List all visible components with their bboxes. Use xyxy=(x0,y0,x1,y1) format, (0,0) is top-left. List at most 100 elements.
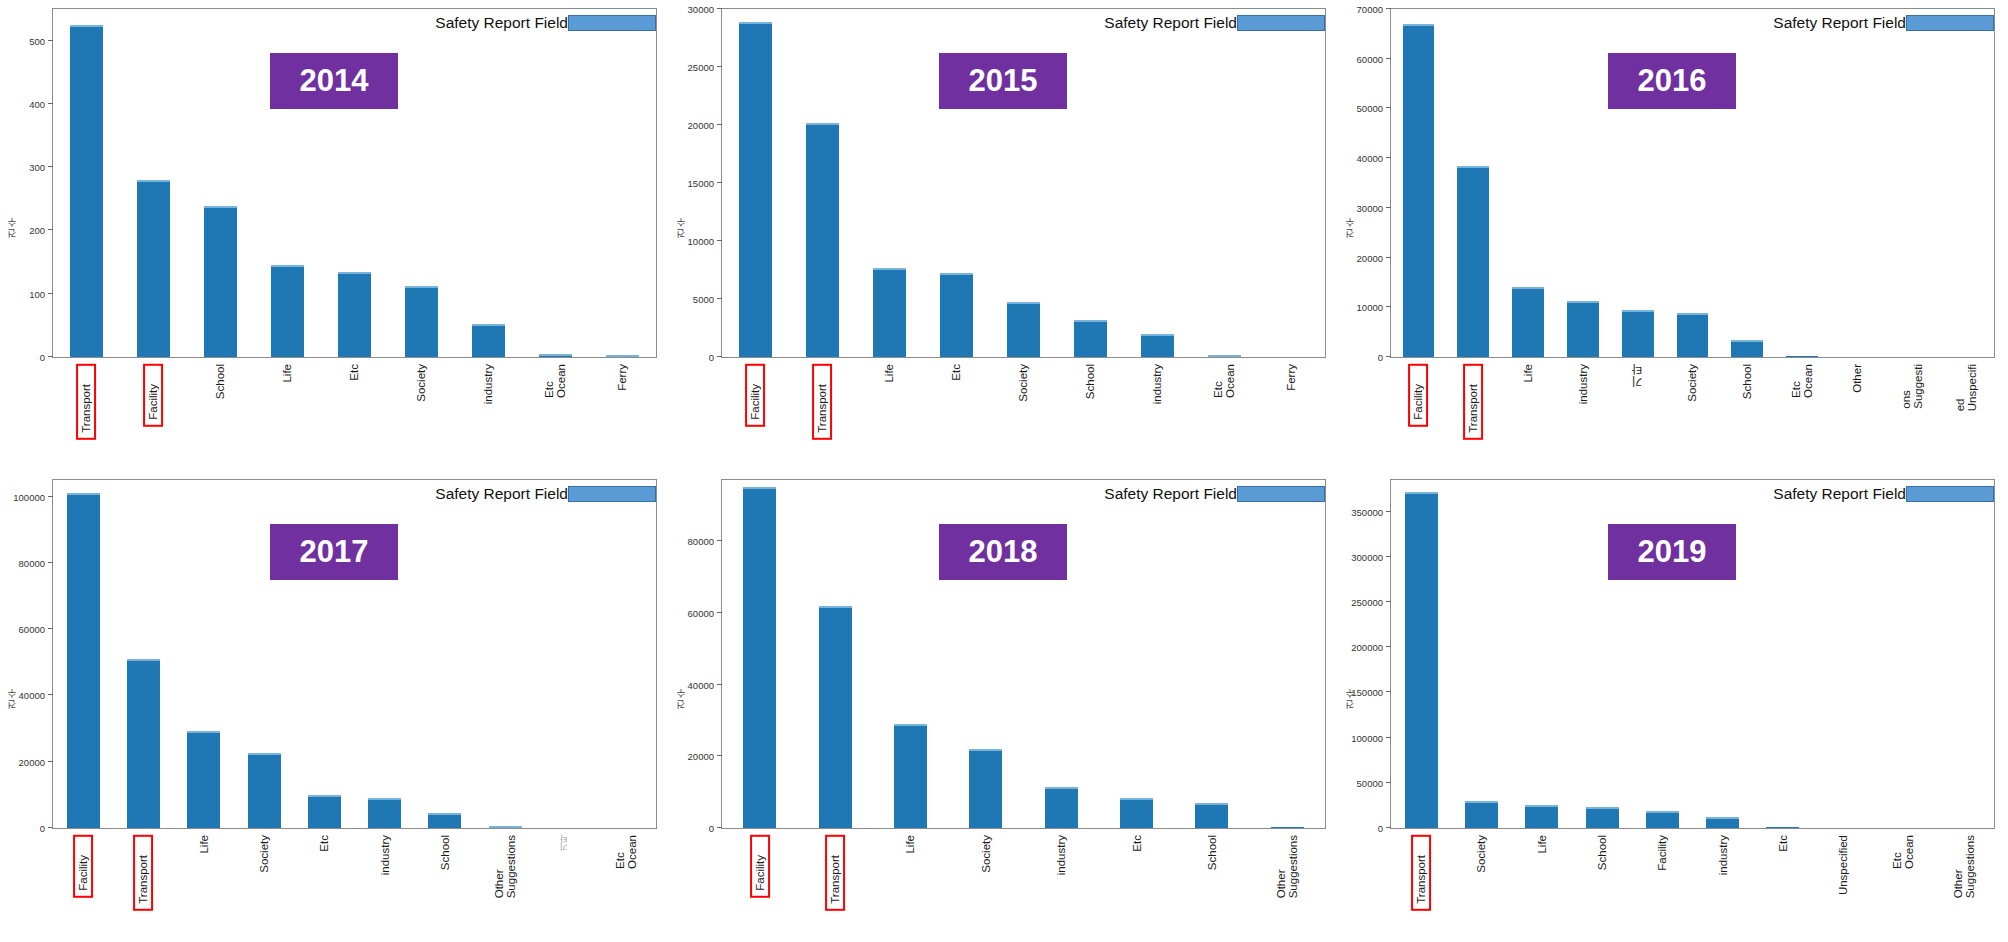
x-label-slot: Life xyxy=(174,831,234,854)
bar-slot xyxy=(1830,9,1885,357)
bar xyxy=(819,606,852,828)
y-axis-tick-label: 30000 xyxy=(1357,202,1383,213)
bar xyxy=(1007,302,1040,357)
x-axis-label: Ocean Etc xyxy=(1790,364,1814,398)
bar-slot xyxy=(535,480,595,828)
x-axis-labels: FacilityTransportLifeEtcSocietySchoolind… xyxy=(722,360,1325,468)
x-axis-label: School xyxy=(1596,835,1608,870)
bar xyxy=(743,487,776,828)
legend-label: Safety Report Field xyxy=(1773,14,1906,32)
x-axis-label: Life xyxy=(1536,835,1548,854)
y-axis-tick-label: 100000 xyxy=(13,491,45,502)
x-axis-label: Ocean Etc xyxy=(1212,364,1236,398)
x-axis-label: Suggestions Other xyxy=(1952,835,1976,898)
bar-slot xyxy=(722,480,797,828)
y-axis-title: 건수 xyxy=(1344,217,1358,238)
year-badge: 2018 xyxy=(939,524,1067,580)
bar-slot xyxy=(455,9,522,357)
x-label-slot: industry xyxy=(1692,831,1752,875)
x-axis-label: Life xyxy=(904,835,916,854)
y-axis-tick-label: 15000 xyxy=(688,178,714,189)
y-axis-tick-label: 60000 xyxy=(1357,53,1383,64)
plot-area: 020000400006000080000100000Safety Report… xyxy=(52,479,657,829)
x-label-slot: Society xyxy=(1451,831,1511,873)
x-axis-label: Society xyxy=(1475,835,1487,873)
x-label-slot: Etc xyxy=(923,360,990,381)
legend-swatch-icon xyxy=(1906,15,1994,31)
bar-slot xyxy=(53,9,120,357)
y-axis-tick-label: 50000 xyxy=(1357,777,1383,788)
bar xyxy=(894,724,927,828)
y-axis-tick-label: 0 xyxy=(1378,823,1383,834)
x-label-slot: Society xyxy=(388,360,455,402)
x-label-slot: School xyxy=(1572,831,1632,870)
x-label-slot: Etc xyxy=(1099,831,1174,852)
bar xyxy=(873,268,906,357)
x-axis-label: Society xyxy=(980,835,992,873)
x-label-slot: Ocean Etc xyxy=(1775,360,1830,398)
x-axis-label: 기타 xyxy=(1632,364,1644,387)
x-axis-label: Etc xyxy=(318,835,330,852)
y-axis-tick-label: 300000 xyxy=(1351,551,1383,562)
y-axis-tick-label: 50000 xyxy=(1357,103,1383,114)
bar-slot xyxy=(1501,9,1556,357)
x-label-slot: Transport xyxy=(113,831,173,911)
bar xyxy=(489,826,522,828)
bar xyxy=(1622,310,1654,357)
x-label-slot: Transport xyxy=(1391,831,1451,911)
bar xyxy=(1766,827,1799,828)
x-label-slot: Society xyxy=(948,831,1023,873)
x-axis-label: Etc xyxy=(950,364,962,381)
y-axis-title: 건수 xyxy=(675,217,689,238)
x-label-slot: Facility xyxy=(722,831,797,898)
x-axis-label: Unspecifi ed xyxy=(1954,364,1978,411)
x-label-slot: industry xyxy=(1124,360,1191,404)
x-label-slot: Facility xyxy=(1391,360,1446,427)
bar xyxy=(969,749,1002,828)
bar xyxy=(187,731,220,828)
x-axis-label: Unspecified xyxy=(1837,835,1849,895)
x-axis-label: industry xyxy=(1577,364,1589,404)
y-axis-tick-label: 30000 xyxy=(688,4,714,15)
x-label-slot: Suggestions Other xyxy=(1250,831,1325,898)
year-badge: 2019 xyxy=(1608,524,1736,580)
x-label-slot: Transport xyxy=(53,360,120,440)
x-label-slot: industry xyxy=(455,360,522,404)
legend-swatch-icon xyxy=(1906,486,1994,502)
x-label-slot: industry xyxy=(1024,831,1099,875)
x-label-slot: Other xyxy=(1830,360,1885,393)
y-axis-tick-label: 20000 xyxy=(688,751,714,762)
bar-slot xyxy=(1124,9,1191,357)
legend: Safety Report Field xyxy=(1104,14,1325,32)
chart-2014: 0100200300400500Safety Report Field2014건… xyxy=(0,0,669,471)
legend: Safety Report Field xyxy=(435,485,656,503)
bar xyxy=(1512,287,1544,357)
bar-slot xyxy=(1191,9,1258,357)
y-axis-tick-label: 40000 xyxy=(19,690,45,701)
bar-slot xyxy=(1391,9,1446,357)
bar xyxy=(1271,827,1304,828)
plot-area: 0500001000001500002000002500003000003500… xyxy=(1390,479,1995,829)
legend-label: Safety Report Field xyxy=(435,485,568,503)
x-axis-label: Ocean Etc xyxy=(1891,835,1915,869)
x-axis-label: Suggestions Other xyxy=(493,835,517,898)
y-axis-tick-label: 100 xyxy=(29,288,45,299)
y-axis-tick-label: 70000 xyxy=(1357,4,1383,15)
chart-2016: 010000200003000040000500006000070000Safe… xyxy=(1338,0,2007,471)
bar-slot xyxy=(1250,480,1325,828)
y-axis-tick-label: 80000 xyxy=(688,536,714,547)
x-label-slot: School xyxy=(1057,360,1124,399)
y-axis-tick-label: 0 xyxy=(1378,352,1383,363)
legend: Safety Report Field xyxy=(1104,485,1325,503)
bar xyxy=(405,286,438,357)
x-label-slot: Life xyxy=(856,360,923,383)
x-axis-label: Facility xyxy=(1656,835,1668,871)
x-label-slot: Etc xyxy=(321,360,388,381)
bar-slot xyxy=(1873,480,1933,828)
chart-2019: 0500001000001500002000002500003000003500… xyxy=(1338,471,2007,942)
bar-slot xyxy=(797,480,872,828)
bar-slot xyxy=(722,9,789,357)
x-label-slot: Suggestions Other xyxy=(475,831,535,898)
y-axis-tick-label: 10000 xyxy=(1357,302,1383,313)
y-axis-tick-label: 20000 xyxy=(19,756,45,767)
